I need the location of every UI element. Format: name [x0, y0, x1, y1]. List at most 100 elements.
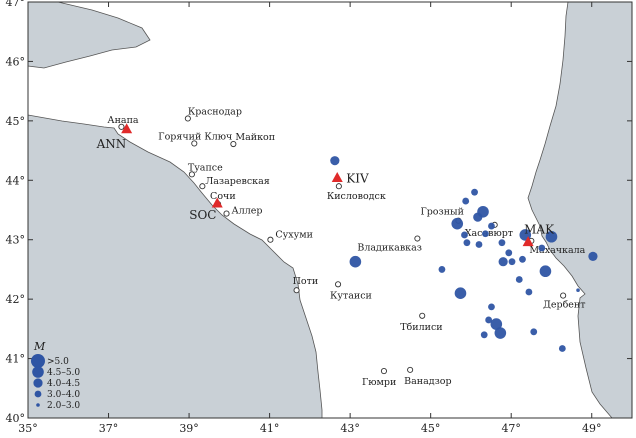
y-tick-label: 47°: [6, 0, 26, 9]
earthquake-marker: [525, 288, 533, 296]
earthquake-marker: [539, 265, 552, 278]
city-marker: [380, 368, 388, 375]
station-triangle-icon: [331, 172, 343, 183]
y-tick-label: 46°: [6, 55, 26, 68]
city-label: Кутаиси: [330, 290, 372, 301]
earthquake-marker: [471, 188, 478, 196]
legend-title: M: [33, 340, 46, 353]
earthquake-marker: [451, 217, 464, 230]
earthquake-marker: [461, 231, 468, 239]
earthquake-marker: [438, 266, 446, 273]
y-tick-label: 40°: [6, 412, 26, 425]
earthquake-marker: [508, 258, 516, 266]
legend-label: 4.5–5.0: [47, 368, 80, 378]
city-label: Хасавюрт: [465, 228, 513, 239]
city-label: Тбилиси: [400, 322, 442, 333]
earthquake-marker: [482, 230, 489, 238]
earthquake-marker: [515, 276, 523, 283]
station-triangle-icon: [211, 197, 223, 208]
city-label: Лазаревская: [205, 176, 269, 187]
city-marker: [335, 281, 342, 288]
legend-symbol: [34, 390, 42, 398]
station-triangle-icon: [522, 236, 534, 247]
legend-label: 3.0–4.0: [47, 390, 80, 400]
city-label: Махачкала: [529, 245, 585, 256]
y-tick-label: 41°: [6, 353, 26, 366]
x-tick-label: 47°: [501, 422, 521, 435]
earthquake-marker: [498, 257, 508, 267]
station-label: SOC: [189, 208, 216, 222]
earthquake-marker: [538, 244, 546, 252]
earthquake-marker: [488, 222, 495, 230]
x-tick-label: 43°: [340, 422, 360, 435]
station-label: KIV: [346, 172, 369, 186]
city-label: Кисловодск: [327, 191, 386, 202]
legend-label: 2.0–3.0: [47, 401, 80, 411]
earthquakes: [330, 156, 598, 352]
city-label: Сочи: [210, 191, 236, 202]
city-label: Горячий Ключ: [158, 131, 232, 142]
earthquake-marker: [462, 197, 470, 205]
legend-label: >5.0: [47, 357, 69, 367]
city-label: Владикавказ: [357, 243, 422, 254]
earthquake-marker: [505, 249, 513, 257]
y-tick-label: 42°: [6, 293, 26, 306]
earthquake-marker: [490, 318, 503, 330]
earthquake-marker: [588, 251, 598, 261]
city-label: Аллер: [232, 206, 263, 217]
x-tick-label: 45°: [421, 422, 441, 435]
city-marker: [118, 123, 125, 130]
y-tick-label: 43°: [6, 234, 26, 247]
city-label: Анапа: [107, 115, 139, 126]
azov-sea: [27, 1, 151, 69]
earthquake-marker: [488, 303, 495, 311]
y-tick-label: 45°: [6, 115, 26, 128]
magnitude-legend: M >5.04.5–5.04.0–4.53.0–4.02.0–3.0: [31, 340, 80, 411]
city-label: Грозный: [420, 207, 464, 218]
earthquake-marker: [576, 288, 580, 293]
city-marker: [560, 292, 567, 299]
sea-areas: [27, 1, 633, 419]
legend-symbol: [33, 378, 43, 388]
city-marker: [407, 366, 414, 373]
legend-label: 4.0–4.5: [47, 379, 80, 389]
earthquake-marker: [475, 241, 483, 248]
city-label: Гюмри: [362, 377, 396, 388]
earthquake-marker: [494, 327, 507, 339]
city-marker: [267, 236, 274, 243]
earthquake-marker: [558, 345, 566, 352]
legend-symbol: [31, 354, 45, 368]
earthquake-marker: [519, 255, 526, 263]
earthquake-marker: [463, 239, 471, 247]
earthquake-marker: [480, 331, 488, 339]
station-label: MAK: [524, 223, 555, 237]
station-triangle-icon: [121, 123, 133, 134]
city-label: Майкоп: [235, 132, 275, 143]
station-label: ANN: [96, 137, 127, 151]
legend-symbol: [36, 403, 40, 407]
x-tick-label: 41°: [260, 422, 280, 435]
map-frame: [27, 1, 633, 419]
city-marker: [184, 115, 191, 122]
city-marker: [419, 312, 426, 319]
earthquake-marker: [498, 239, 506, 247]
city-marker: [335, 183, 342, 190]
city-label: Туапсе: [188, 162, 223, 173]
earthquake-marker: [485, 316, 493, 324]
city-marker: [191, 140, 198, 147]
black-sea: [27, 114, 323, 419]
x-tick-label: 49°: [582, 422, 602, 435]
city-marker: [414, 235, 421, 242]
earthquake-marker: [545, 230, 558, 243]
earthquake-marker: [330, 156, 340, 166]
city-label: Краснодар: [188, 106, 242, 117]
earthquake-marker: [473, 212, 483, 222]
city-marker: [199, 183, 206, 190]
earthquake-marker: [454, 287, 467, 300]
caspian-sea: [527, 1, 633, 419]
x-tick-label: 39°: [179, 422, 199, 435]
city-marker: [230, 140, 237, 148]
legend-symbol: [32, 366, 44, 378]
city-label: Поти: [293, 276, 319, 287]
